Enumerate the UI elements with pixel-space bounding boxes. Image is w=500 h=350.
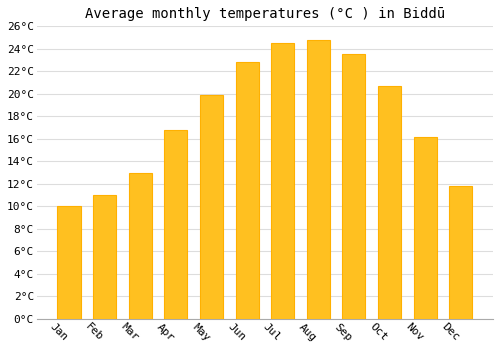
Bar: [236, 62, 258, 319]
Bar: [164, 130, 188, 319]
Bar: [128, 173, 152, 319]
Bar: [200, 95, 223, 319]
Bar: [378, 86, 401, 319]
Bar: [93, 195, 116, 319]
Title: Average monthly temperatures (°C ) in Biddū: Average monthly temperatures (°C ) in Bi…: [85, 7, 445, 21]
Bar: [58, 206, 80, 319]
Bar: [449, 186, 472, 319]
Bar: [271, 43, 294, 319]
Bar: [414, 136, 436, 319]
Bar: [306, 40, 330, 319]
Bar: [342, 54, 365, 319]
